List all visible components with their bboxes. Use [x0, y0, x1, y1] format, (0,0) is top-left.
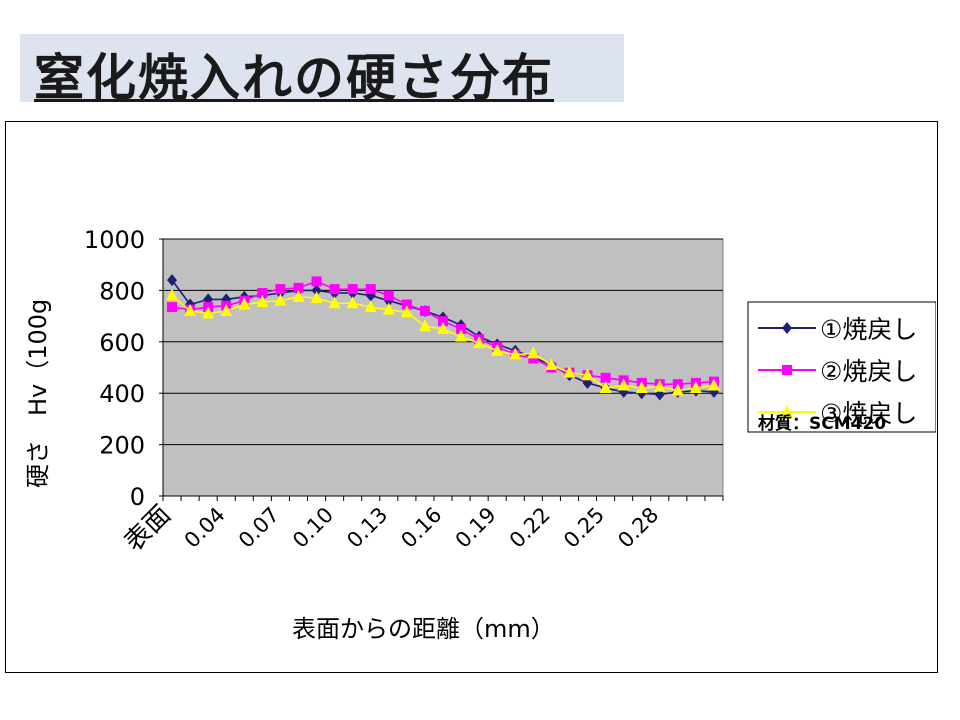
series-2-point	[257, 287, 268, 298]
x-tick-label: 0.25	[559, 503, 609, 553]
series-2-point	[383, 290, 394, 301]
x-tick-label: 0.22	[505, 503, 555, 553]
series-3-point	[166, 288, 179, 301]
series-3-point	[545, 357, 558, 370]
series-3-point	[346, 296, 359, 309]
y-tick-label: 400	[99, 380, 145, 408]
x-axis-label: 表面からの距離（mm）	[292, 615, 555, 643]
series-3-point	[418, 319, 431, 332]
series-3-point	[491, 343, 504, 356]
legend-label-3: ③焼戻し	[820, 399, 917, 428]
series-1-point	[221, 293, 232, 306]
series-3-point	[382, 302, 395, 315]
series-3-point	[455, 329, 468, 342]
series-3-point	[220, 303, 233, 316]
y-tick-label: 200	[99, 432, 145, 460]
series-3-point	[256, 294, 269, 307]
x-tick-label: 0.13	[342, 503, 392, 553]
series-2-point	[419, 305, 430, 316]
x-tick-label: 0.07	[234, 503, 284, 553]
series-2-point	[293, 282, 304, 293]
series-3-point	[635, 381, 648, 394]
series-3-point	[184, 303, 197, 316]
x-tick-label: 0.04	[180, 503, 230, 553]
x-tick-label: 表面	[119, 500, 177, 558]
x-tick-label: 0.19	[451, 503, 501, 553]
y-tick-label: 800	[99, 277, 145, 305]
series-3-point	[437, 321, 449, 334]
series-2-point	[329, 284, 340, 295]
series-3-point	[581, 368, 594, 381]
series-2-point	[167, 302, 178, 313]
y-tick-label: 1000	[84, 226, 145, 254]
page-title: 窒化焼入れの硬さ分布	[34, 49, 554, 107]
x-tick-label: 0.16	[396, 503, 446, 553]
series-1-point	[311, 284, 322, 297]
series-2-point	[438, 316, 448, 327]
series-3-point	[563, 365, 576, 378]
y-tick-label: 600	[99, 329, 145, 357]
series-2-point	[311, 276, 322, 287]
material-annotation: 材質：SCM420	[758, 413, 886, 434]
series-2-point	[347, 284, 358, 295]
series-3-point	[310, 291, 323, 304]
x-tick-label: 0.10	[288, 503, 338, 553]
series-2-point	[401, 299, 412, 310]
series-2-point	[456, 323, 467, 334]
chart-frame: 0 200 400 600 800 1000 表面 0.04 0.07 0.10 0.13 0.16 0…	[5, 121, 938, 673]
series-2-point	[365, 284, 376, 295]
y-tick-label: 0	[130, 483, 145, 511]
series-3-point	[617, 378, 630, 391]
series-1-point	[203, 293, 214, 306]
series-3-point	[202, 306, 215, 319]
series-3-point	[527, 346, 540, 359]
series-2-point	[528, 353, 539, 364]
series-2-point	[275, 284, 286, 295]
series-2-point	[600, 372, 611, 383]
series-1-point	[167, 274, 178, 287]
series-3-point	[274, 293, 287, 306]
series-3-point	[328, 296, 341, 309]
legend-marker	[782, 365, 792, 375]
series-3-point	[473, 336, 486, 349]
series-3-point	[364, 300, 377, 313]
legend-box	[747, 301, 936, 433]
series-1-point	[365, 289, 376, 302]
legend-marker	[782, 322, 792, 334]
series-3-point	[653, 379, 666, 392]
plot-area	[162, 238, 724, 497]
legend-label-2: ②焼戻し	[820, 357, 917, 386]
series-1-point	[582, 376, 593, 389]
series-3-point	[238, 297, 251, 310]
title-band	[20, 34, 624, 102]
series-3-point	[689, 381, 702, 394]
series-3-point	[707, 378, 720, 391]
y-axis-label: 硬さ Hv（100g	[24, 299, 52, 488]
series-3-point	[671, 383, 684, 396]
x-tick-label: 0.28	[613, 503, 663, 553]
series-3-point	[292, 289, 305, 302]
series-3-point	[400, 305, 413, 318]
series-3-point	[599, 381, 612, 394]
legend-marker	[781, 405, 793, 417]
series-3-point	[509, 347, 522, 360]
legend-label-1: ①焼戻し	[820, 315, 917, 344]
